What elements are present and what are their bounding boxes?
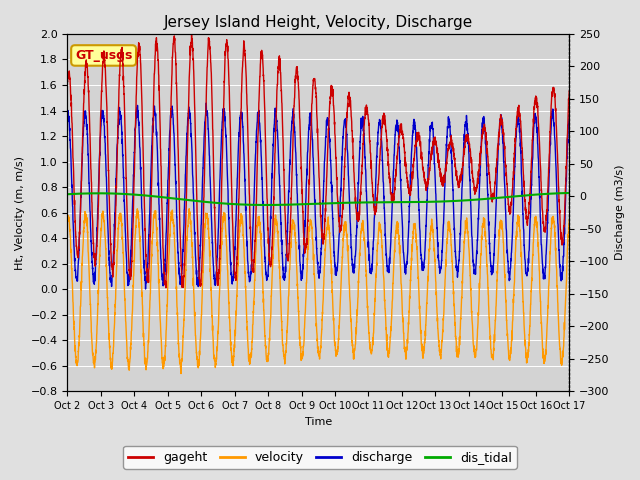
Title: Jersey Island Height, Velocity, Discharge: Jersey Island Height, Velocity, Discharg…: [164, 15, 473, 30]
Y-axis label: Ht, Velocity (m, m/s): Ht, Velocity (m, m/s): [15, 156, 25, 270]
Text: GT_usgs: GT_usgs: [75, 49, 132, 62]
X-axis label: Time: Time: [305, 417, 332, 427]
Legend: gageht, velocity, discharge, dis_tidal: gageht, velocity, discharge, dis_tidal: [123, 446, 517, 469]
Y-axis label: Discharge (m3/s): Discharge (m3/s): [615, 165, 625, 260]
